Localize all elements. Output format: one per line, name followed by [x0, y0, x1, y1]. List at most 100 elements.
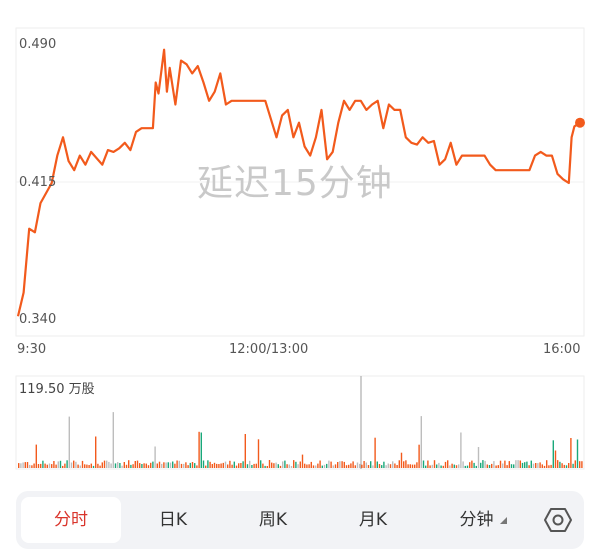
volume-bar	[185, 462, 187, 468]
volume-bar	[495, 465, 497, 468]
volume-bar	[348, 464, 350, 468]
volume-bar	[191, 462, 194, 468]
volume-bar	[297, 464, 299, 468]
volume-bar	[174, 463, 176, 468]
volume-bar	[339, 461, 341, 468]
volume-bar	[524, 462, 526, 468]
volume-bar	[453, 464, 455, 468]
volume-bar	[370, 461, 372, 468]
volume-bar	[447, 460, 449, 468]
dropdown-triangle-icon	[499, 516, 507, 524]
price-chart[interactable]	[0, 0, 610, 372]
volume-bar	[574, 460, 576, 468]
tab-minute[interactable]: 分钟	[428, 497, 538, 543]
volume-bar	[66, 460, 68, 468]
volume-bar	[145, 463, 147, 468]
volume-bar	[238, 463, 240, 468]
tab-monthly-k[interactable]: 月K	[358, 510, 388, 530]
volume-bar	[521, 462, 524, 468]
volume-bar	[37, 464, 40, 468]
volume-bar	[24, 462, 26, 468]
tab-weekly-k[interactable]: 周K	[258, 510, 288, 530]
volume-bar	[73, 460, 75, 468]
volume-bar	[18, 463, 20, 468]
volume-bar	[79, 465, 81, 468]
volume-bar	[141, 464, 143, 468]
volume-bar	[128, 460, 130, 468]
volume-bar	[354, 465, 356, 468]
volume-bar	[231, 464, 233, 468]
volume-bar	[442, 465, 444, 468]
volume-bar	[385, 465, 387, 468]
volume-bar	[200, 432, 202, 468]
volume-bar	[535, 463, 537, 468]
volume-bar	[444, 461, 447, 468]
volume-bar	[202, 460, 205, 468]
volume-bar	[482, 460, 484, 468]
settings-hexagon-icon[interactable]	[543, 505, 573, 535]
volume-bar	[312, 465, 315, 468]
volume-bar	[97, 463, 99, 468]
volume-bar	[310, 461, 312, 468]
volume-bar	[152, 461, 154, 468]
volume-bar	[471, 460, 473, 468]
volume-bar	[372, 465, 374, 468]
volume-bar	[539, 462, 541, 468]
volume-bar	[42, 460, 44, 468]
volume-bar	[22, 462, 24, 468]
volume-bar	[64, 463, 66, 468]
volume-bar	[334, 464, 337, 468]
volume-bar	[374, 437, 376, 468]
volume-bar	[455, 465, 458, 468]
volume-bar	[277, 464, 279, 468]
volume-bar	[537, 463, 539, 468]
latest-price-dot	[575, 117, 585, 128]
volume-bar	[240, 463, 242, 468]
volume-bar	[134, 461, 136, 468]
volume-bar	[55, 464, 57, 468]
tab-daily-k[interactable]: 日K	[158, 510, 188, 530]
volume-bar	[242, 461, 244, 468]
volume-bar	[416, 462, 418, 468]
volume-bar	[543, 465, 546, 468]
volume-bar	[473, 462, 475, 468]
volume-bar	[405, 460, 407, 468]
volume-bar	[431, 464, 433, 468]
x-axis-label-close: 16:00	[543, 342, 581, 357]
volume-bar	[363, 461, 365, 468]
volume-bar	[262, 463, 264, 468]
volume-bar	[389, 464, 392, 468]
volume-bar	[70, 462, 73, 468]
volume-bar	[114, 463, 117, 468]
volume-bar	[359, 463, 361, 468]
volume-bar	[293, 460, 295, 468]
volume-bar	[99, 465, 101, 468]
volume-bar	[196, 465, 198, 468]
volume-bar	[484, 460, 486, 468]
volume-bar	[286, 464, 288, 468]
volume-bar	[62, 465, 64, 468]
volume-bar	[477, 447, 480, 468]
volume-bar	[581, 461, 583, 468]
volume-bar	[40, 463, 42, 468]
volume-bar	[112, 412, 114, 468]
volume-bar	[301, 454, 304, 468]
volume-bar	[429, 465, 431, 468]
tab-minute-label: 分钟	[459, 510, 494, 530]
tab-intraday[interactable]: 分时	[21, 497, 121, 543]
volume-bar	[95, 436, 97, 468]
volume-bar	[75, 461, 77, 468]
volume-bar	[365, 462, 367, 468]
volume-bar	[466, 465, 469, 468]
volume-bar	[515, 460, 517, 468]
volume-bar	[546, 460, 548, 468]
volume-bar	[165, 462, 167, 468]
volume-chart[interactable]	[0, 372, 610, 472]
volume-bar	[425, 465, 427, 468]
volume-bar	[246, 464, 249, 468]
volume-bar	[271, 462, 273, 468]
volume-bar	[427, 460, 429, 468]
volume-bar	[299, 461, 301, 468]
volume-bar	[143, 463, 145, 468]
volume-bar	[132, 464, 134, 468]
